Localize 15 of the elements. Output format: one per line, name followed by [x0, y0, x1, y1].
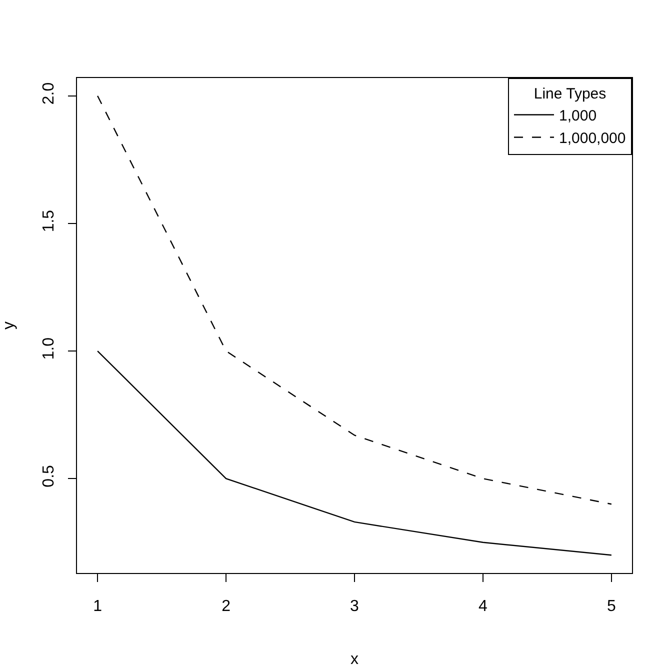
legend-label: 1,000,000 [559, 130, 626, 148]
y-tick-label: 2.0 [40, 82, 58, 105]
x-tick-label: 5 [606, 598, 616, 616]
x-tick-label: 3 [350, 598, 360, 616]
legend-title: Line Types [534, 86, 606, 102]
legend-label: 1,000 [559, 108, 597, 125]
y-tick-label: 0.5 [40, 464, 58, 488]
x-tick-label: 4 [478, 598, 488, 616]
line-series [96, 350, 612, 556]
x-axis-title: x [350, 650, 358, 668]
x-tick-label: 1 [93, 598, 102, 616]
y-axis-title: y [0, 322, 18, 330]
x-tick-label: 2 [222, 598, 231, 616]
y-tick-label: 1.0 [40, 337, 58, 360]
y-tick-label: 1.5 [40, 210, 58, 232]
